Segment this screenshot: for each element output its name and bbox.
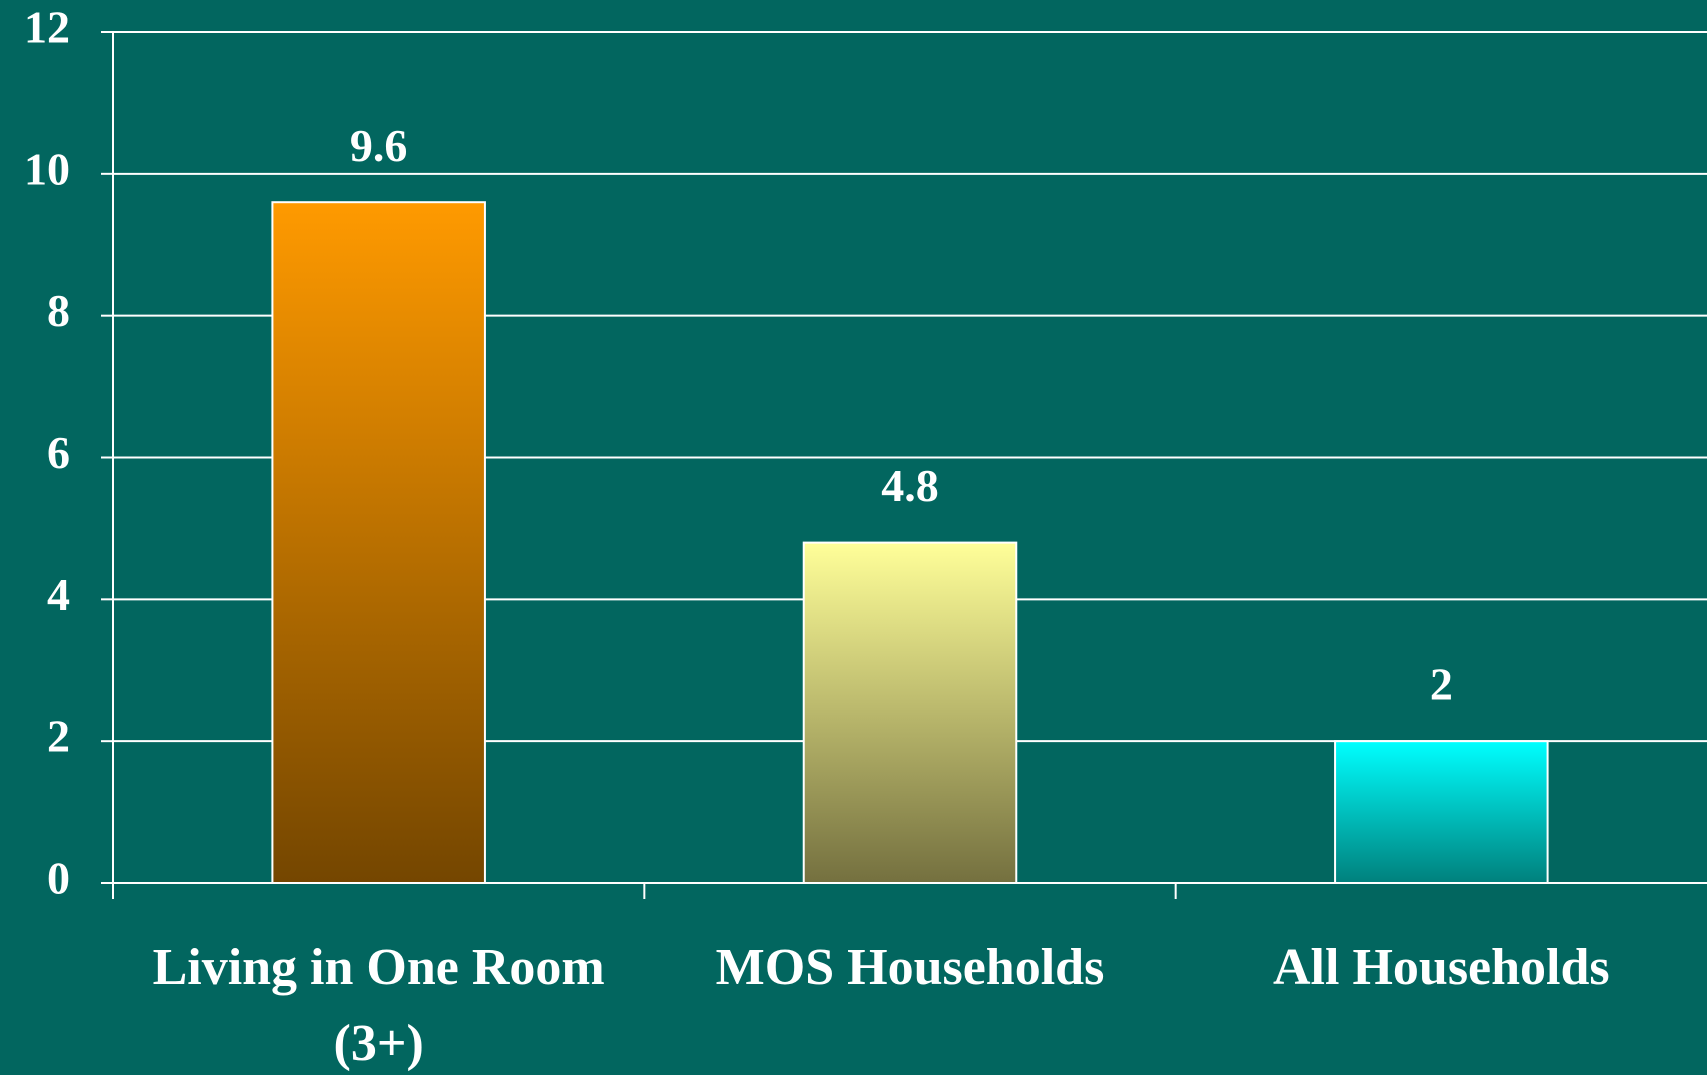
bar <box>271 201 486 884</box>
x-tick-label: All Households <box>1273 939 1610 996</box>
y-tick-label: 4 <box>47 569 70 620</box>
value-label: 2 <box>1430 659 1453 710</box>
x-tick-label: Living in One Room (3+) <box>152 939 605 1072</box>
y-tick-label: 8 <box>47 285 70 336</box>
y-tick-label: 12 <box>24 2 70 53</box>
y-tick-label: 10 <box>24 143 70 194</box>
bar <box>802 541 1018 884</box>
y-tick-label: 0 <box>47 853 70 904</box>
value-label: 9.6 <box>350 120 408 171</box>
y-tick-label: 2 <box>47 711 70 762</box>
value-label: 4.8 <box>881 460 939 511</box>
y-tick-label: 6 <box>47 427 70 478</box>
bar <box>1334 740 1549 885</box>
x-tick-label: MOS Households <box>715 939 1105 996</box>
